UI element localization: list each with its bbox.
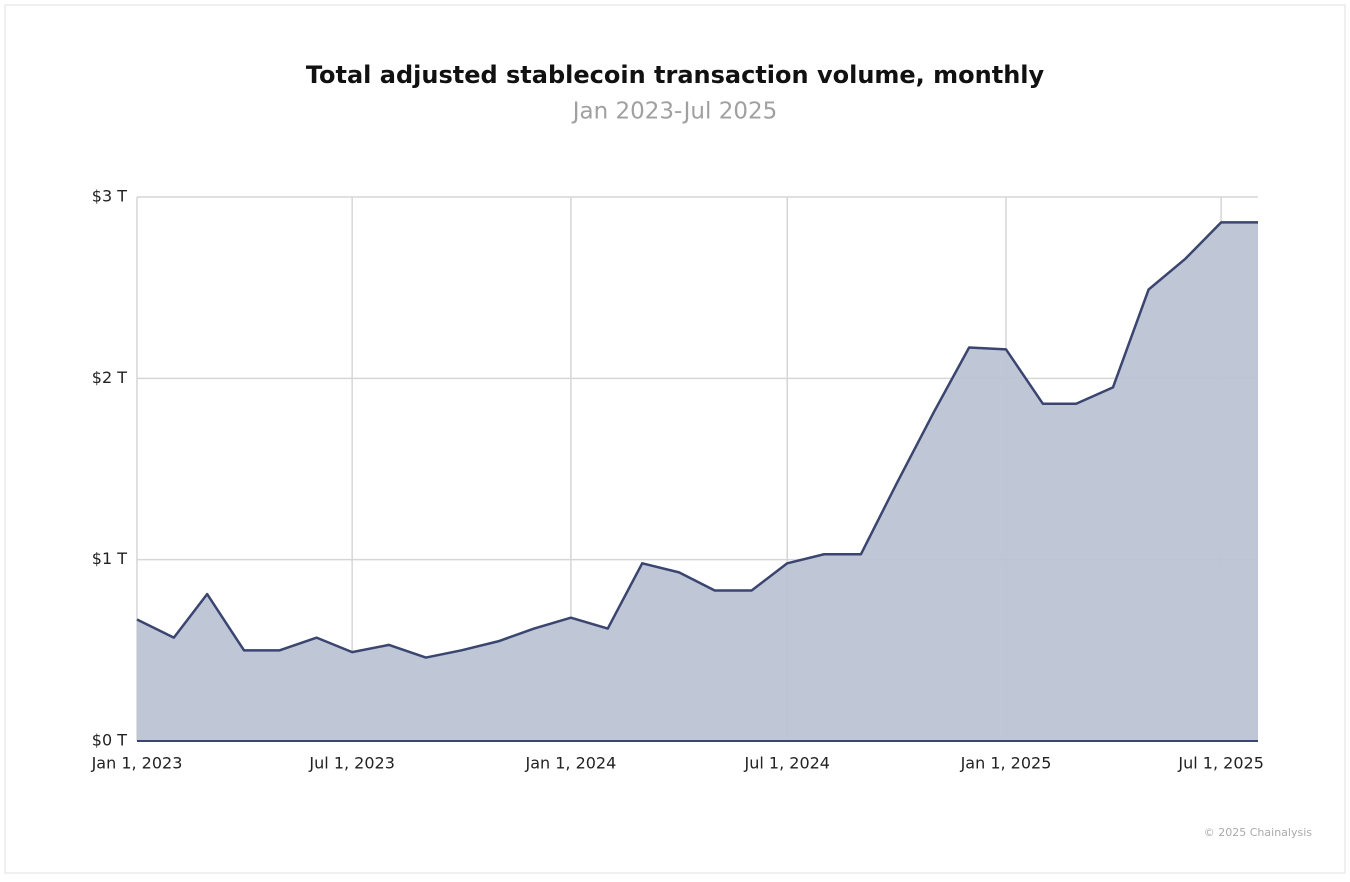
x-tick-label: Jul 1, 2024: [744, 754, 830, 773]
area-line: [136, 221, 1258, 659]
y-tick-label: $2 T: [92, 368, 127, 387]
y-tick-label: $0 T: [92, 731, 127, 750]
chart-title: Total adjusted stablecoin transaction vo…: [306, 61, 1045, 89]
chart-subtitle: Jan 2023-Jul 2025: [571, 99, 777, 125]
x-tick-label: Jan 1, 2025: [960, 754, 1052, 773]
x-tick-label: Jan 1, 2023: [91, 754, 183, 773]
y-tick-label: $1 T: [92, 549, 127, 568]
area-fill: [137, 222, 1258, 742]
x-tick-label: Jul 1, 2025: [1177, 754, 1263, 773]
x-tick-label: Jan 1, 2024: [524, 754, 616, 773]
x-tick-label: Jul 1, 2023: [308, 754, 394, 773]
footer: © 2025 Chainalysis: [1204, 826, 1313, 839]
y-tick-label: $3 T: [92, 187, 127, 206]
